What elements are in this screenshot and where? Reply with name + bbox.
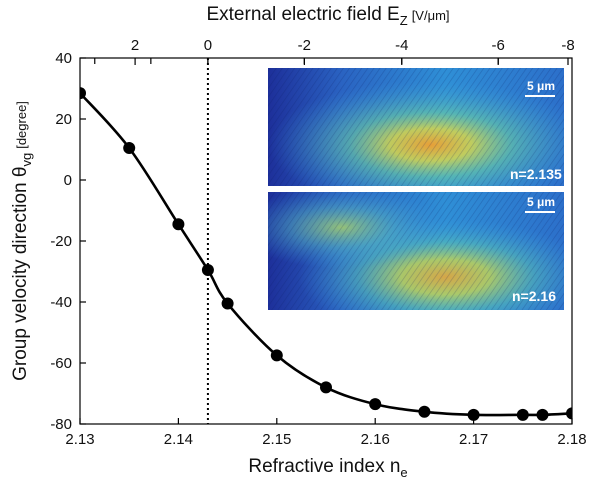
data-point: [369, 398, 381, 410]
data-point: [418, 406, 430, 418]
y-tick-label: 0: [64, 172, 72, 189]
data-point: [517, 409, 529, 421]
inset-top: 5 μm n=2.135: [268, 68, 564, 186]
y-tick-label: -80: [50, 416, 72, 433]
inset-bottom-scalebar-label: 5 μm: [527, 195, 555, 209]
data-point: [202, 264, 214, 276]
x-tick-label: 2.16: [361, 431, 390, 448]
x-tick-label: 2.15: [262, 431, 291, 448]
data-point: [123, 142, 135, 154]
x-top-tick-label: -2: [298, 37, 311, 54]
data-point: [222, 298, 234, 310]
y-tick-label: -60: [50, 355, 72, 372]
x-top-tick-label: -8: [561, 37, 574, 54]
x-axis-title: Refractive index ne: [248, 456, 407, 480]
y-tick-label: -40: [50, 294, 72, 311]
inset-bottom-label: n=2.16: [512, 288, 556, 304]
x-top-axis-title: External electric field EZ [V/μm]: [206, 4, 449, 28]
x-top-tick-label: -4: [395, 37, 408, 54]
x-top-tick-label: -6: [492, 37, 505, 54]
inset-bottom: 5 μm n=2.16: [268, 192, 564, 310]
data-point: [74, 87, 86, 99]
data-point: [172, 218, 184, 230]
data-point: [271, 349, 283, 361]
data-point: [536, 409, 548, 421]
data-point: [468, 409, 480, 421]
x-top-tick-label: 0: [204, 37, 212, 54]
data-point: [320, 381, 332, 393]
x-tick-label: 2.17: [459, 431, 488, 448]
x-tick-label: 2.14: [164, 431, 193, 448]
y-tick-label: 20: [55, 111, 72, 128]
y-tick-label: -20: [50, 233, 72, 250]
x-tick-label: 2.18: [557, 431, 586, 448]
inset-top-label: n=2.135: [510, 166, 562, 182]
inset-top-scalebar-label: 5 μm: [527, 79, 555, 93]
x-top-tick-label: 2: [131, 37, 139, 54]
y-tick-label: 40: [55, 50, 72, 67]
x-tick-label: 2.13: [65, 431, 94, 448]
data-point: [566, 407, 578, 419]
y-axis-title: Group velocity direction θvg[degree]: [10, 101, 34, 381]
